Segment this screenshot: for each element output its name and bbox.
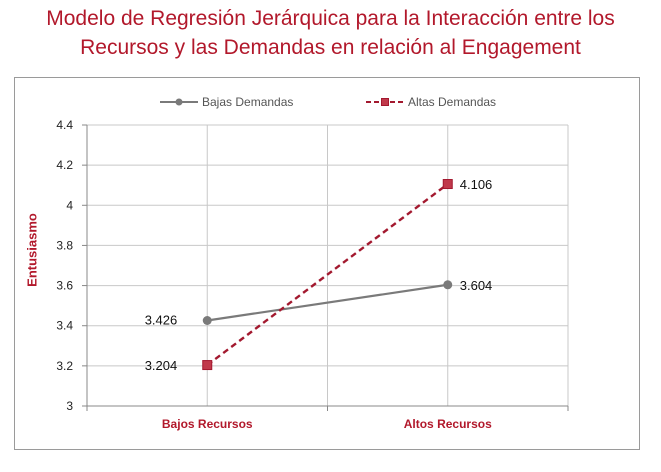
legend-label: Altas Demandas (408, 95, 496, 109)
y-tick-label: 4.4 (56, 118, 73, 132)
series-altas-demandas: 3.204 4.106 (145, 177, 493, 373)
data-point-marker (202, 360, 213, 371)
chart-title-line-1: Modelo de Regresión Jerárquica para la I… (46, 7, 615, 30)
series-bajas-demandas: 3.426 3.604 (145, 278, 493, 328)
legend-item: Bajas Demandas (160, 95, 293, 109)
y-axis-label: Entusiasmo (24, 213, 40, 287)
y-tick-label: 3 (66, 399, 73, 413)
legend-marker-square-icon (381, 98, 389, 106)
series-line (206, 183, 449, 367)
data-point-marker (202, 315, 212, 325)
legend: Bajas Demandas Altas Demandas (160, 95, 496, 109)
chart-frame (14, 77, 640, 450)
legend-marker-circle-icon (175, 98, 183, 106)
data-point-marker (443, 280, 453, 290)
data-label: 4.106 (460, 177, 493, 192)
data-point-marker (442, 179, 453, 190)
y-tick-label: 3.6 (56, 279, 73, 293)
y-tick-label: 4.2 (56, 158, 73, 172)
y-tick-label: 3.8 (56, 238, 73, 252)
y-tick-labels: 3 3.2 3.4 3.6 3.8 4 4.2 4.4 (56, 118, 73, 413)
data-label: 3.204 (145, 358, 178, 373)
grid-lines (87, 124, 569, 406)
series-line (207, 283, 448, 322)
legend-item: Altas Demandas (366, 95, 496, 109)
y-tick-label: 3.4 (56, 319, 73, 333)
y-tick-label: 4 (66, 198, 73, 212)
legend-label: Bajas Demandas (202, 95, 293, 109)
data-label: 3.426 (145, 312, 178, 327)
x-category-labels: Bajos Recursos Altos Recursos (162, 417, 492, 431)
axes (82, 124, 569, 411)
x-category-label: Bajos Recursos (162, 417, 253, 431)
y-tick-label: 3.2 (56, 359, 73, 373)
chart-title-line-2: Recursos y las Demandas en relación al E… (80, 36, 581, 59)
x-category-label: Altos Recursos (404, 417, 492, 431)
series: 3.426 3.604 3.204 4.106 (145, 177, 493, 373)
chart-title: Modelo de Regresión Jerárquica para la I… (0, 4, 661, 62)
data-label: 3.604 (460, 278, 493, 293)
